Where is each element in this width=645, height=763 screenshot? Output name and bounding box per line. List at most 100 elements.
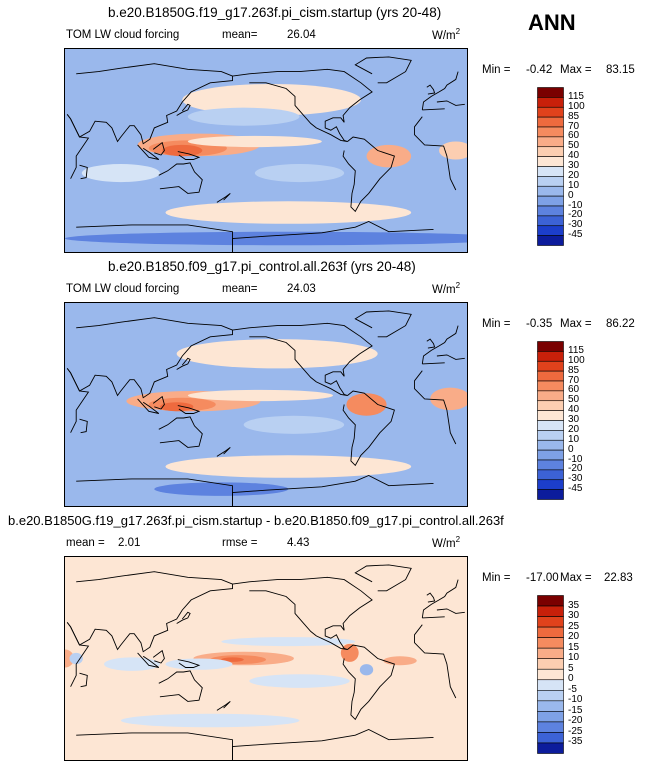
field-contour [176,339,378,369]
coastline [177,405,201,414]
colorbar-label: 100 [568,100,585,112]
colorbar-label: 100 [568,354,585,366]
panel3-map [64,556,468,761]
colorbar-label: 20 [568,423,580,435]
panel2-mean-value: 24.03 [287,283,316,295]
coastline [152,395,165,410]
coastline [76,224,233,252]
colorbar-label: 115 [568,90,584,102]
colorbar-label: -25 [568,725,583,737]
field-contour [165,201,412,224]
colorbar-swatch [537,658,564,670]
colorbar-label: -10 [568,199,583,211]
field-contour [65,231,467,246]
colorbar-swatch [537,742,564,754]
colorbar-swatch [537,205,564,217]
coastline [66,63,233,145]
colorbar-swatch [537,637,564,649]
panel1-max-label: Max = [560,64,592,76]
field-contour [165,658,233,670]
coastline [232,68,373,142]
field-contour [159,402,194,412]
colorbar-label: 40 [568,150,580,162]
colorbar-swatch [537,400,564,411]
colorbar-label: 0 [568,189,574,201]
coastline [158,416,203,448]
field-contour [221,637,356,647]
colorbar-label: 30 [568,160,580,171]
colorbar-label: 115 [568,344,584,356]
panel2-variable: TOM LW cloud forcing [66,283,180,295]
colorbar-swatch [537,679,564,691]
panel1-colorbar: 115 100 85 70 60 50 40 30 20 10 0 -10 -20 -30 -45 [537,87,597,246]
colorbar-swatch [537,97,564,108]
colorbar-swatch [537,721,564,733]
coastline [176,611,191,624]
colorbar-label: -20 [568,463,583,475]
coastline [421,325,459,364]
coastline [176,103,191,116]
colorbar-label: -10 [568,453,583,465]
field-contour [249,674,350,688]
colorbar-swatch [537,700,564,712]
colorbar-swatch [537,449,564,461]
panel2-map [64,302,468,507]
field-contour [65,649,74,668]
colorbar-swatch [537,616,564,628]
colorbar-swatch [537,166,564,177]
colorbar-swatch [537,595,564,607]
coastline [177,151,201,160]
coastline [426,338,436,349]
colorbar-label: 0 [568,443,574,455]
colorbar-swatch [537,235,564,246]
coastline [414,370,457,445]
coastline [232,475,434,506]
map-svg [65,49,467,252]
colorbar-swatch [537,156,564,167]
panel2-mean-label: mean= [222,283,258,295]
panel1-title: b.e20.B1850G.f19_g17.263f.pi_cism.startu… [108,5,442,20]
colorbar-swatch [537,489,564,500]
panel3-rmse-value: 4.43 [287,537,310,549]
colorbar-label: 50 [568,394,580,406]
colorbar-label: -15 [568,704,583,716]
colorbar-label: 70 [568,120,580,132]
panel3-mean-value: 2.01 [118,537,141,549]
colorbar-swatch [537,439,564,451]
panel3-min-value: -17.00 [526,572,559,584]
colorbar-label: 10 [568,652,580,664]
panel3-colorbar: 35 30 25 20 15 10 5 0 -5 -10 -15 -20 -25 -35 [537,595,597,754]
panel1-mean-value: 26.04 [287,29,316,41]
colorbar-label: 15 [568,641,580,653]
panel1-units: W/m2 [432,27,461,42]
colorbar-swatch [537,605,564,617]
colorbar-swatch [537,341,564,352]
coastline [422,108,445,111]
coastline [177,659,201,668]
panel3-title: b.e20.B1850G.f19_g17.263f.pi_cism.startu… [8,513,504,528]
coastline [436,100,465,106]
colorbar-label: -45 [568,483,583,495]
coastline [79,418,88,434]
field-contour [154,482,289,496]
colorbar-swatch [537,459,564,471]
colorbar-label: -45 [568,229,583,241]
field-contour [439,141,467,160]
coastline [216,447,231,457]
colorbar-label: 50 [568,140,580,152]
colorbar-label: 5 [568,662,574,674]
colorbar-swatch [537,185,564,197]
coastline [66,317,233,399]
field-contour [187,389,333,402]
field-contour [366,144,412,168]
colorbar-swatch [537,351,564,362]
coastline [152,649,165,664]
coastline [436,354,465,360]
panel2-min-value: -0.35 [526,318,553,330]
coastline [176,357,191,370]
colorbar-label: -10 [568,694,583,706]
colorbar-label: 10 [568,179,580,191]
colorbar-svg [537,341,564,500]
colorbar-swatch [537,146,564,157]
colorbar-label: 25 [568,620,580,632]
